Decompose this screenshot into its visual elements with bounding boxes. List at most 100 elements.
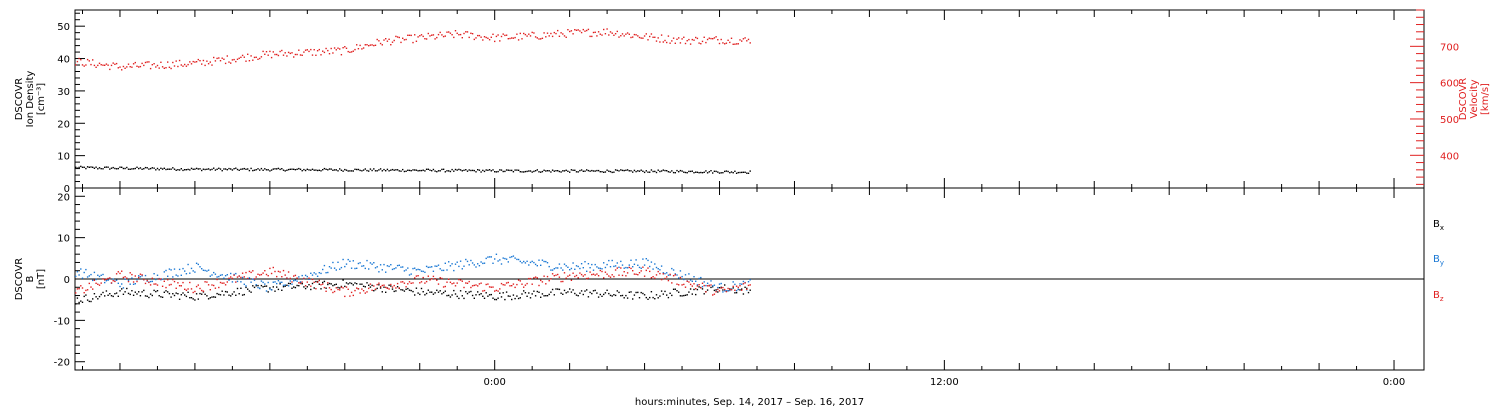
bz-point bbox=[315, 288, 317, 290]
density-point bbox=[112, 166, 114, 169]
by-point bbox=[543, 260, 545, 263]
by-point bbox=[330, 267, 332, 269]
density-point bbox=[195, 167, 198, 170]
by-point bbox=[439, 268, 441, 270]
velocity-point bbox=[741, 40, 743, 42]
by-point bbox=[446, 269, 448, 271]
by-point bbox=[298, 276, 300, 278]
bx-point bbox=[686, 294, 688, 296]
density-point bbox=[115, 168, 118, 170]
density-point bbox=[507, 169, 509, 171]
bz-point bbox=[698, 284, 700, 286]
bz-point bbox=[250, 271, 252, 274]
density-point bbox=[391, 168, 394, 171]
bx-point bbox=[475, 294, 477, 296]
velocity-point bbox=[453, 36, 455, 39]
by-point bbox=[620, 260, 622, 263]
bz-point bbox=[650, 277, 653, 279]
bz-point bbox=[550, 278, 552, 280]
density-point bbox=[725, 170, 728, 172]
bx-point bbox=[698, 286, 700, 288]
density-point bbox=[603, 171, 605, 173]
velocity-point bbox=[662, 41, 664, 43]
bx-point bbox=[572, 289, 574, 291]
bx-point bbox=[442, 291, 445, 294]
density-point bbox=[265, 169, 268, 171]
velocity-point bbox=[652, 36, 654, 38]
by-point bbox=[412, 267, 414, 270]
by-point bbox=[253, 279, 256, 281]
bx-point bbox=[151, 294, 153, 297]
by-point bbox=[274, 281, 276, 283]
velocity-point bbox=[308, 50, 310, 53]
bx-point bbox=[390, 285, 392, 287]
bz-point bbox=[294, 274, 297, 277]
density-point bbox=[746, 172, 748, 174]
by-point bbox=[197, 263, 199, 266]
bx-point bbox=[153, 289, 155, 292]
density-point bbox=[657, 169, 659, 171]
bx-point bbox=[247, 288, 249, 290]
density-point bbox=[306, 168, 308, 170]
bx-point bbox=[521, 293, 523, 295]
by-point bbox=[534, 263, 537, 266]
by-point bbox=[180, 274, 182, 276]
bx-point bbox=[272, 286, 274, 288]
velocity-point bbox=[471, 33, 474, 35]
bx-point bbox=[294, 286, 297, 289]
bz-point bbox=[349, 295, 351, 297]
velocity-point bbox=[657, 37, 659, 39]
velocity-point bbox=[603, 28, 605, 31]
bx-point bbox=[540, 296, 542, 298]
bz-point bbox=[667, 279, 670, 282]
by-point bbox=[78, 274, 80, 276]
density-point bbox=[526, 170, 528, 173]
velocity-point bbox=[519, 32, 521, 35]
bz-point bbox=[414, 277, 416, 279]
by-point bbox=[388, 265, 390, 268]
bz-point bbox=[352, 294, 354, 297]
bx-point bbox=[553, 294, 555, 296]
bz-point bbox=[172, 278, 174, 281]
by-point bbox=[144, 274, 147, 277]
field-axis-title-line: [nT] bbox=[36, 269, 47, 289]
velocity-point bbox=[374, 44, 377, 46]
by-point bbox=[454, 263, 457, 265]
by-point bbox=[184, 270, 186, 272]
bz-point bbox=[274, 270, 276, 273]
by-point bbox=[500, 263, 503, 265]
velocity-point bbox=[313, 49, 315, 51]
velocity-point bbox=[429, 35, 431, 37]
density-point bbox=[105, 166, 108, 168]
by-point bbox=[654, 263, 656, 265]
bx-point bbox=[92, 298, 94, 300]
bx-point bbox=[746, 287, 748, 290]
density-point bbox=[102, 168, 104, 170]
bz-point bbox=[228, 277, 230, 279]
velocity-point bbox=[156, 64, 159, 67]
velocity-point bbox=[255, 56, 257, 58]
velocity-point bbox=[737, 43, 739, 45]
bx-point bbox=[628, 291, 630, 293]
bz-point bbox=[207, 284, 210, 286]
bz-point bbox=[468, 280, 470, 283]
bx-point bbox=[98, 295, 101, 298]
bx-point bbox=[170, 296, 172, 298]
bz-point bbox=[277, 270, 280, 273]
by-point bbox=[204, 269, 206, 272]
density-axis-title-line: [cm⁻³] bbox=[36, 83, 47, 115]
bz-point bbox=[449, 281, 452, 283]
by-point bbox=[269, 288, 271, 290]
density-point bbox=[185, 169, 188, 171]
by-point bbox=[136, 279, 138, 281]
velocity-point bbox=[110, 64, 113, 67]
bz-point bbox=[379, 286, 382, 288]
bx-point bbox=[318, 283, 320, 285]
by-point bbox=[560, 267, 562, 269]
velocity-point bbox=[250, 55, 252, 57]
bz-point bbox=[213, 284, 215, 287]
bz-point bbox=[505, 282, 508, 284]
bz-point bbox=[284, 274, 286, 276]
by-point bbox=[587, 263, 590, 265]
density-point bbox=[655, 171, 658, 174]
